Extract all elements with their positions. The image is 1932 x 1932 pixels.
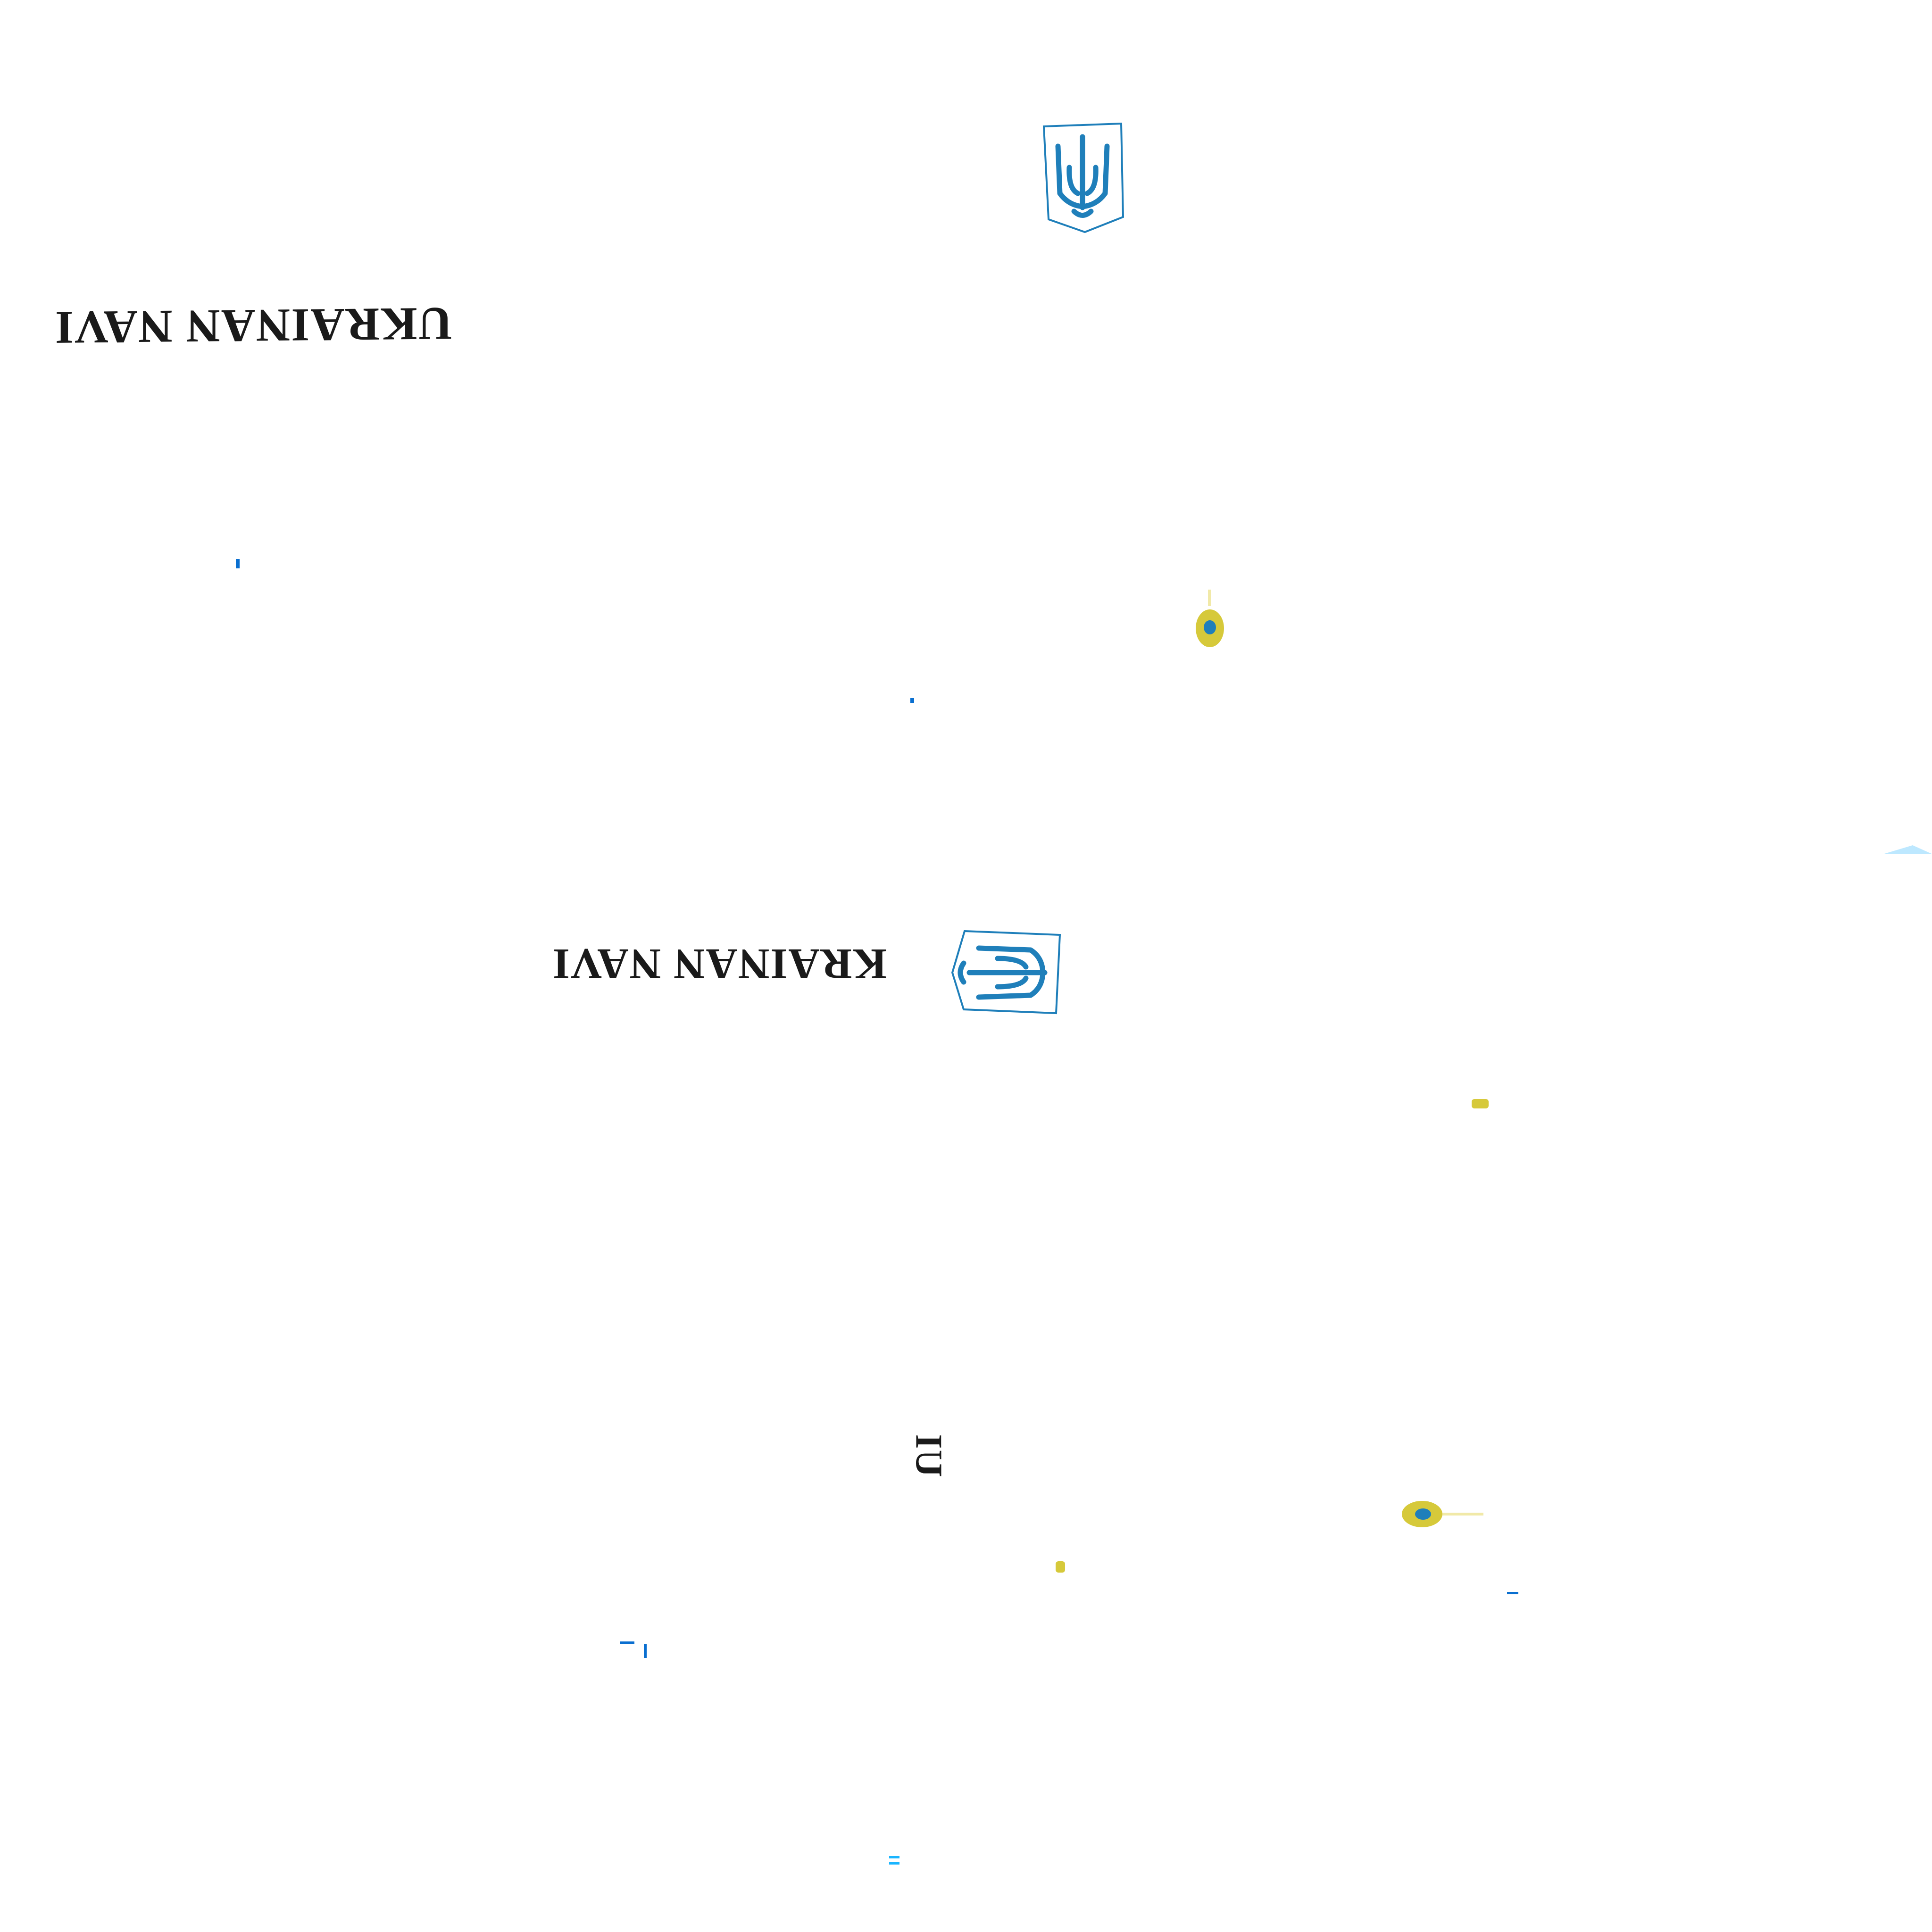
trident-emblem-icon xyxy=(1042,123,1124,233)
blue-speck xyxy=(889,1862,899,1865)
wordmark-fragment: UI xyxy=(908,1433,949,1477)
location-pin-icon xyxy=(1196,590,1224,647)
blue-speck xyxy=(236,559,240,568)
wordmark-secondary: KRAINAN NAVI xyxy=(552,940,887,988)
blue-speck xyxy=(889,1856,899,1858)
yellow-dot xyxy=(1472,1099,1489,1108)
location-pin-icon xyxy=(1402,1501,1483,1527)
blue-speck xyxy=(644,1644,647,1658)
yellow-dot xyxy=(1056,1561,1065,1573)
trident-emblem-icon xyxy=(951,930,1061,1015)
blue-speck xyxy=(620,1641,634,1644)
blue-speck xyxy=(910,698,914,703)
blue-speck xyxy=(1507,1592,1518,1594)
light-blue-shape xyxy=(1884,845,1932,854)
wordmark-primary: UKRAINAN NAVI xyxy=(54,297,452,354)
